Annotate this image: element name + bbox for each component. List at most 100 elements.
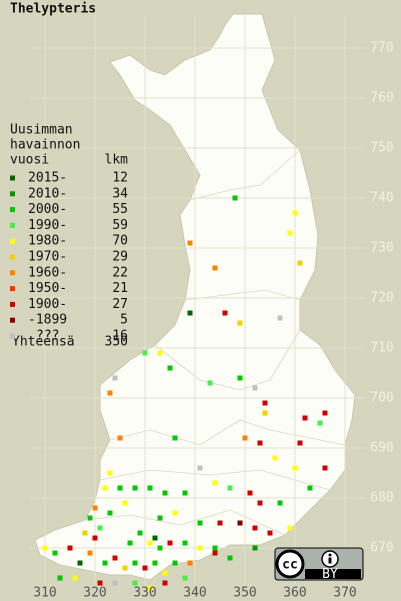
observation-square [267,530,273,536]
observation-square [152,560,158,566]
legend-swatch [10,222,15,228]
legend-label: 1980- [28,234,67,249]
legend-label: 1900- [28,297,67,312]
legend-total-label: Yhteensä [12,335,75,350]
observation-square [212,545,218,551]
legend-label: 1970- [28,250,67,265]
observation-square [162,570,168,576]
observation-square [292,210,298,216]
observation-square [227,485,233,491]
observation-square [67,545,73,551]
legend-label: 1960- [28,265,67,280]
observation-square [197,465,203,471]
x-tick-label: 310 [33,586,56,601]
x-tick-label: 340 [183,586,206,601]
observation-square [132,485,138,491]
legend-swatch [10,254,15,260]
observation-square [257,500,263,506]
observation-square [252,545,258,551]
legend-count: 34 [112,186,128,201]
observation-square [147,585,153,591]
legend-swatch [10,301,15,307]
observation-square [107,510,113,516]
observation-square [112,375,118,381]
observation-square [302,415,308,421]
observation-square [187,560,193,566]
observation-square [52,550,58,556]
observation-square [132,560,138,566]
legend-swatch [10,317,15,323]
observation-square [182,575,188,581]
x-tick-label: 360 [283,586,306,601]
observation-square [322,410,328,416]
y-tick-label: 690 [370,441,393,456]
x-tick-label: 320 [83,586,106,601]
legend-count: 27 [112,297,128,312]
legend-count: 70 [112,234,128,249]
observation-square [252,385,258,391]
observation-square [277,500,283,506]
observation-square [222,310,228,316]
y-tick-label: 680 [370,491,393,506]
observation-square [262,410,268,416]
observation-square [142,350,148,356]
observation-square [172,560,178,566]
legend-swatch [10,175,15,181]
observation-square [292,465,298,471]
y-tick-label: 730 [370,241,393,256]
observation-square [122,565,128,571]
observation-square [42,545,48,551]
observation-square [87,550,93,556]
legend-label: 1950- [28,281,67,296]
cc-icon [275,549,305,579]
observation-square [272,455,278,461]
observation-square [77,560,83,566]
legend-count: 21 [112,281,128,296]
legend-swatch [10,191,15,197]
legend-count: 5 [120,313,128,328]
legend-label: ??? [36,329,59,344]
observation-square [217,520,223,526]
legend-count: 12 [112,171,128,186]
observation-square [97,525,103,531]
observation-square [157,515,163,521]
legend-label: -1899 [28,313,67,328]
y-tick-label: 720 [370,291,393,306]
observation-square [97,580,103,586]
map-title: Thelypteris [10,2,96,17]
y-tick-label: 770 [370,41,393,56]
observation-square [237,520,243,526]
observation-square [252,525,258,531]
observation-square [227,555,233,561]
legend-total-count: 350 [105,335,128,350]
observation-square [167,365,173,371]
legend-swatch [10,238,15,244]
observation-square [157,545,163,551]
observation-square [197,520,203,526]
observation-square [212,480,218,486]
observation-square [322,465,328,471]
y-tick-label: 750 [370,141,393,156]
legend-swatch [10,333,15,339]
by-icon-body [328,557,332,564]
badge-strip [305,569,361,579]
legend-label: 2010- [28,186,67,201]
legend-count: 55 [112,202,128,217]
legend-swatch [10,207,15,213]
observation-square [112,555,118,561]
region-borders [84,149,346,536]
observation-square [287,525,293,531]
observation-square [307,485,313,491]
observation-square [182,540,188,546]
observation-square [117,485,123,491]
legend-heading: havainnon [10,138,80,153]
observation-square [102,560,108,566]
observation-square [187,310,193,316]
observation-square [182,490,188,496]
observation-square [147,485,153,491]
observation-square [212,550,218,556]
observation-square [72,575,78,581]
legend-swatch [10,270,15,276]
legend-count: 22 [112,265,128,280]
